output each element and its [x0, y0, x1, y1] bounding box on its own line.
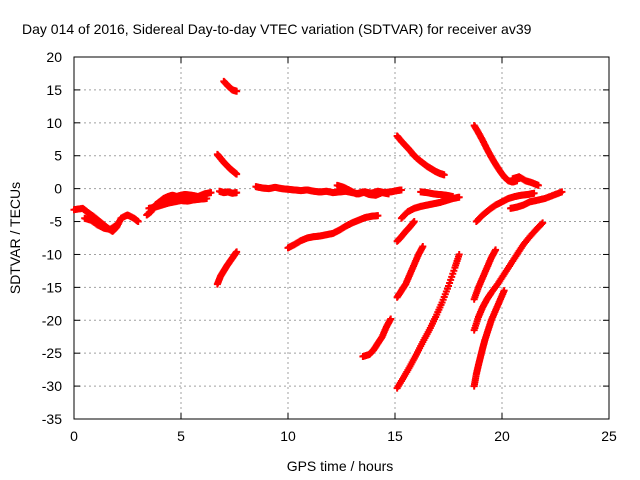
data-series-segment	[470, 219, 547, 334]
y-tick-label: -30	[42, 378, 62, 394]
data-series-segment	[213, 150, 241, 178]
y-axis-label: SDTVAR / TECUs	[7, 182, 23, 294]
data-point	[455, 193, 463, 201]
y-tick-label: 10	[46, 115, 62, 131]
data-point	[455, 250, 463, 258]
data-point	[233, 170, 241, 178]
x-tick-label: 5	[177, 428, 185, 444]
data-series-segment	[417, 188, 457, 201]
x-tick-label: 25	[601, 428, 617, 444]
data-series-segment	[472, 189, 538, 226]
data-series-segment	[393, 250, 463, 392]
data-series-segment	[393, 243, 427, 301]
data-series-segment	[216, 187, 241, 197]
x-tick-label: 15	[387, 428, 403, 444]
data-point	[558, 188, 566, 196]
data-series-segment	[145, 195, 211, 212]
data-point	[538, 220, 546, 228]
data-series-segment	[284, 212, 382, 252]
y-tick-label: -35	[42, 411, 62, 427]
chart-title: Day 014 of 2016, Sidereal Day-to-day VTE…	[22, 21, 532, 37]
x-tick-label: 10	[280, 428, 296, 444]
data-series-segment	[359, 315, 395, 360]
data-point	[374, 212, 382, 220]
x-tick-label: 20	[494, 428, 510, 444]
data-series-segment	[213, 248, 241, 288]
y-tick-label: -15	[42, 279, 62, 295]
axis-ticks: 0 5 10 15 20 25 -35 -30 -25 -20 -15 -10 -5 0 5 10 15 20	[42, 49, 617, 444]
data-point	[233, 189, 241, 197]
plot-frame	[73, 56, 610, 420]
data-point	[113, 221, 121, 229]
data-point	[419, 243, 427, 251]
data-point	[203, 195, 211, 203]
data-point	[530, 189, 538, 197]
data-point	[134, 218, 142, 226]
y-tick-label: 0	[54, 181, 62, 197]
data-series-segment	[81, 214, 121, 233]
data-series-segment	[507, 188, 566, 212]
x-tick-label: 0	[70, 428, 78, 444]
y-tick-label: -5	[50, 214, 63, 230]
data-series-segment	[393, 218, 418, 245]
data-point	[500, 287, 508, 295]
data-points	[70, 77, 566, 392]
data-series-segment	[397, 193, 463, 222]
y-tick-label: -20	[42, 312, 62, 328]
data-point	[387, 315, 395, 323]
data-series-segment	[333, 181, 393, 199]
data-point	[397, 186, 405, 194]
data-point	[440, 171, 448, 179]
x-axis-label: GPS time / hours	[287, 458, 394, 474]
data-point	[449, 193, 457, 201]
data-point	[207, 189, 215, 197]
data-point	[233, 248, 241, 256]
y-tick-label: -10	[42, 246, 62, 262]
y-tick-label: 15	[46, 82, 62, 98]
data-series-segment	[393, 132, 448, 179]
data-series-segment	[470, 287, 508, 390]
data-point	[385, 190, 393, 198]
y-tick-label: -25	[42, 345, 62, 361]
data-series-segment	[509, 173, 542, 189]
data-series-segment	[220, 77, 241, 95]
data-point	[233, 87, 241, 95]
data-point	[410, 218, 418, 226]
data-point	[492, 246, 500, 254]
data-point	[534, 181, 542, 189]
y-tick-label: 20	[46, 49, 62, 65]
y-tick-label: 5	[54, 148, 62, 164]
data-series-segment	[470, 246, 500, 303]
data-point	[539, 219, 547, 227]
data-series-segment	[470, 121, 521, 186]
